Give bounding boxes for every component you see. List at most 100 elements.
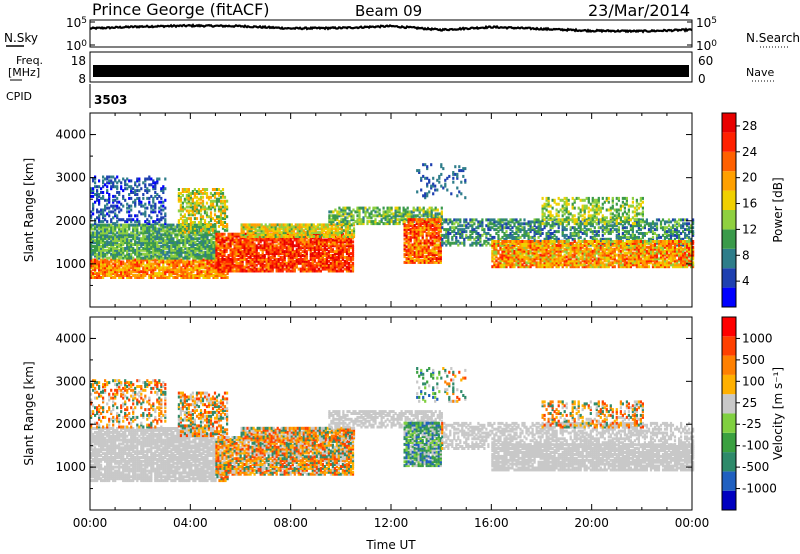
scatter-cell bbox=[284, 227, 287, 231]
scatter-cell bbox=[539, 222, 542, 226]
scatter-cell bbox=[417, 260, 420, 264]
scatter-cell bbox=[174, 258, 177, 262]
scatter-cell bbox=[341, 263, 344, 267]
scatter-cell bbox=[261, 252, 264, 256]
scatter-cell bbox=[168, 231, 171, 235]
scatter-cell bbox=[289, 250, 292, 254]
scatter-cell bbox=[261, 267, 264, 271]
scatter-cell bbox=[421, 241, 424, 245]
scatter-cell bbox=[386, 208, 389, 212]
scatter-cell bbox=[215, 203, 219, 207]
scatter-cell bbox=[289, 263, 292, 267]
scatter-cell bbox=[168, 262, 171, 266]
scatter-cell bbox=[351, 240, 355, 244]
scatter-cell bbox=[150, 254, 153, 258]
scatter-cell bbox=[170, 227, 173, 231]
scatter-cell bbox=[154, 252, 157, 256]
scatter-cell bbox=[553, 222, 556, 226]
scatter-cell bbox=[303, 246, 306, 250]
scatter-cell bbox=[108, 256, 111, 260]
scatter-cell bbox=[425, 247, 428, 251]
scatter-cell bbox=[187, 217, 190, 221]
scatter-cell bbox=[356, 218, 359, 222]
scatter-cell bbox=[200, 237, 203, 241]
scatter-cell bbox=[267, 269, 270, 273]
scatter-cell bbox=[166, 258, 169, 262]
scatter-cell bbox=[186, 248, 189, 252]
scatter-cell bbox=[94, 218, 97, 222]
scatter-cell bbox=[461, 230, 464, 234]
scatter-cell bbox=[407, 260, 410, 264]
scatter-cell bbox=[146, 196, 149, 200]
scatter-cell bbox=[206, 237, 209, 241]
scatter-cell bbox=[449, 232, 452, 235]
scatter-cell bbox=[183, 213, 186, 217]
scatter-cell bbox=[340, 229, 343, 233]
scatter-cell bbox=[215, 254, 218, 257]
scatter-cell bbox=[457, 224, 460, 228]
scatter-cell bbox=[296, 225, 299, 229]
scatter-cell bbox=[233, 238, 236, 242]
scatter-cell bbox=[144, 254, 147, 258]
scatter-cell bbox=[277, 257, 280, 261]
scatter-cell bbox=[212, 268, 215, 272]
scatter-cell bbox=[378, 208, 381, 212]
scatter-cell bbox=[130, 264, 133, 268]
scatter-cell bbox=[209, 203, 213, 207]
scatter-cell bbox=[98, 239, 101, 243]
scatter-cell bbox=[215, 269, 218, 273]
scatter-cell bbox=[92, 202, 95, 206]
scatter-cell bbox=[205, 211, 209, 215]
scatter-cell bbox=[441, 239, 444, 243]
scatter-cell bbox=[257, 267, 260, 271]
scatter-cell bbox=[98, 243, 101, 246]
scatter-cell bbox=[251, 254, 254, 257]
scatter-cell bbox=[114, 198, 117, 202]
scatter-cell bbox=[158, 258, 161, 262]
scatter-cell bbox=[320, 223, 323, 227]
scatter-cell bbox=[527, 232, 530, 235]
scatter-cell bbox=[312, 223, 315, 227]
scatter-cell bbox=[350, 223, 354, 227]
scatter-cell bbox=[531, 228, 534, 232]
scatter-cell bbox=[333, 265, 336, 269]
scatter-cell bbox=[215, 217, 219, 221]
scatter-cell bbox=[96, 235, 99, 239]
scatter-cell bbox=[272, 229, 275, 233]
scatter-cell bbox=[110, 210, 113, 214]
scatter-cell bbox=[338, 233, 341, 237]
scatter-cell bbox=[327, 244, 330, 248]
scatter-cell bbox=[277, 246, 280, 250]
scatter-cell bbox=[336, 233, 339, 237]
scatter-cell bbox=[341, 269, 344, 273]
scatter-cell bbox=[501, 220, 504, 224]
scatter-cell bbox=[331, 250, 334, 254]
scatter-cell bbox=[249, 261, 252, 265]
scatter-cell bbox=[108, 266, 111, 270]
scatter-cell bbox=[112, 262, 115, 266]
scatter-cell bbox=[221, 265, 224, 269]
scatter-cell bbox=[94, 225, 97, 229]
scatter-cell bbox=[188, 272, 191, 276]
scatter-cell bbox=[431, 220, 434, 224]
scatter-cell bbox=[370, 210, 373, 214]
scatter-cell bbox=[407, 253, 410, 257]
scatter-cell bbox=[100, 262, 103, 266]
scatter-cell bbox=[394, 214, 397, 218]
scatter-cell bbox=[160, 189, 163, 193]
scatter-cell bbox=[114, 252, 117, 256]
scatter-cell bbox=[166, 239, 169, 243]
scatter-cell bbox=[156, 254, 159, 258]
scatter-cell bbox=[306, 225, 309, 229]
scatter-cell bbox=[277, 267, 280, 271]
scatter-cell bbox=[435, 260, 438, 264]
scatter-cell bbox=[110, 237, 113, 241]
scatter-cell bbox=[300, 231, 303, 235]
scatter-cell bbox=[223, 269, 226, 273]
scatter-cell bbox=[166, 223, 169, 227]
scatter-cell bbox=[187, 201, 190, 205]
scatter-cell bbox=[319, 238, 322, 242]
scatter-cell bbox=[126, 177, 129, 181]
scatter-cell bbox=[118, 229, 121, 233]
scatter-cell bbox=[142, 258, 145, 262]
